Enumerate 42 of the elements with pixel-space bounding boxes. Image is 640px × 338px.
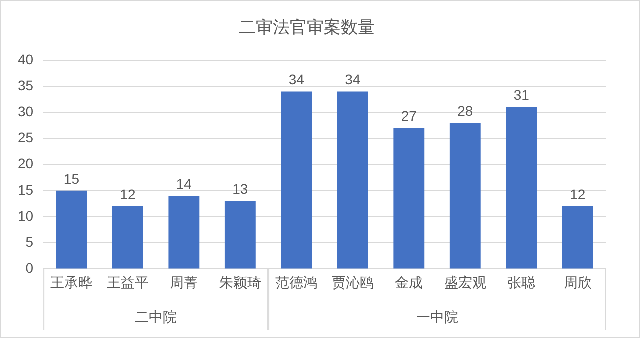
data-label: 31 bbox=[514, 87, 530, 104]
bar bbox=[506, 107, 538, 269]
bar bbox=[337, 92, 368, 269]
x-tick-label: 朱颖琦 bbox=[219, 274, 262, 290]
y-tick-label: 0 bbox=[26, 260, 34, 276]
y-tick-label: 30 bbox=[18, 103, 34, 120]
y-tick-label: 20 bbox=[18, 156, 34, 172]
data-label: 28 bbox=[458, 102, 474, 119]
data-label: 34 bbox=[345, 72, 361, 88]
bar bbox=[394, 128, 425, 269]
bar bbox=[450, 123, 481, 269]
data-label: 14 bbox=[176, 176, 192, 192]
y-tick-label: 40 bbox=[18, 51, 34, 68]
y-tick-label: 15 bbox=[18, 182, 34, 198]
y-tick-label: 10 bbox=[18, 208, 34, 224]
data-label: 27 bbox=[401, 108, 418, 124]
x-tick-label: 盛宏观 bbox=[444, 274, 486, 290]
x-tick-label: 范德鸿 bbox=[276, 274, 318, 290]
x-tick-label: 周菁 bbox=[170, 274, 198, 290]
bar bbox=[281, 92, 312, 269]
data-label: 12 bbox=[570, 186, 586, 202]
text: 一中院 bbox=[416, 308, 458, 325]
data-label: 13 bbox=[232, 181, 248, 198]
data-label: 12 bbox=[120, 186, 136, 202]
bar bbox=[562, 206, 594, 269]
y-tick-label: 25 bbox=[18, 130, 34, 146]
data-label: 15 bbox=[64, 170, 80, 187]
x-tick-label: 王益平 bbox=[106, 274, 149, 290]
bar bbox=[56, 190, 88, 269]
x-tick-label: 王承晔 bbox=[50, 274, 93, 290]
y-tick-label: 35 bbox=[18, 77, 34, 94]
text: 二中院 bbox=[135, 308, 178, 325]
chart-title: 二审法官审案数量 bbox=[239, 18, 375, 37]
x-tick-label: 贾沁鸥 bbox=[332, 274, 374, 290]
x-tick-label: 周欣 bbox=[564, 274, 592, 290]
data-label: 34 bbox=[288, 72, 305, 88]
x-tick-label: 张聪 bbox=[508, 274, 536, 290]
y-tick-label: 5 bbox=[26, 234, 34, 250]
x-tick-label: 金成 bbox=[395, 274, 424, 290]
bar bbox=[168, 196, 200, 269]
bar bbox=[112, 206, 144, 269]
bar bbox=[224, 201, 256, 269]
